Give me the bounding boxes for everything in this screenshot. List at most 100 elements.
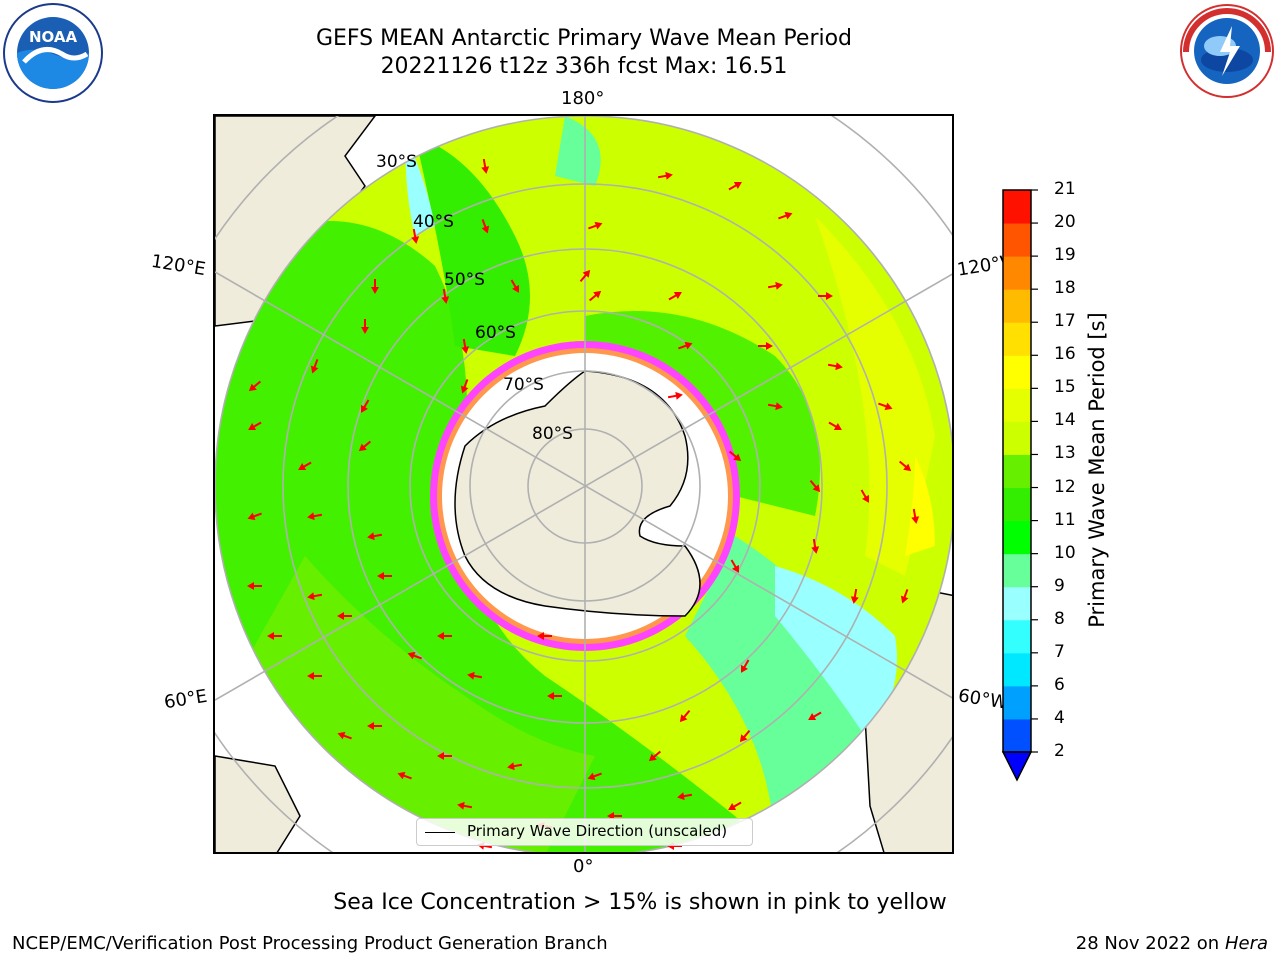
lon-label-top: 180° [561,88,605,109]
wave-direction-arrow [758,342,773,350]
wave-direction-arrow [510,279,519,293]
map-legend [416,818,753,846]
wave-direction-arrow [668,292,682,301]
colorbar-segment [1003,652,1031,687]
wave-direction-arrow [298,461,312,470]
colorbar-tick-label: 12 [1054,476,1076,497]
noaa-logo: NOAA [3,3,103,103]
wave-direction-arrow [481,219,490,234]
wave-direction-arrow [728,182,742,191]
footer-machine: Hera [1224,933,1268,954]
wave-direction-arrow [579,269,591,283]
colorbar-segment [1003,190,1031,224]
colorbar-segment [1003,454,1031,489]
colorbar-segment [1003,289,1031,323]
wave-direction-arrow [767,281,783,290]
wave-direction-arrow [367,532,383,541]
wave-direction-arrow [367,722,382,730]
wave-direction-arrow [537,632,552,640]
colorbar-tick-label: 20 [1054,212,1076,233]
legend-label: Primary Wave Direction (unscaled) [467,822,728,840]
wave-direction-arrow [778,211,793,220]
nws-logo [1180,4,1274,98]
colorbar-tick-label: 15 [1054,377,1076,398]
colorbar-segment [1003,520,1031,555]
colorbar-tick-label: 11 [1054,509,1076,530]
wave-direction-arrow [878,402,893,411]
colorbar-tick-label: 13 [1054,443,1076,464]
chart-title: GEFS MEAN Antarctic Primary Wave Mean Pe… [315,26,853,51]
wave-direction-arrow [827,362,843,371]
colorbar-segment [1003,553,1031,588]
colorbar-tick-label: 4 [1054,707,1065,728]
wave-direction-arrow [741,659,750,673]
wave-direction-arrow [677,792,693,801]
wave-direction-arrow [898,460,912,472]
wave-direction-arrow [437,752,452,760]
colorbar-segment [1003,322,1031,356]
wave-direction-arrow [679,709,691,723]
wave-direction-arrow [411,228,420,244]
wave-direction-arrow [911,508,920,524]
wave-direction-arrow [730,559,739,573]
colorbar-segment [1003,685,1031,720]
colorbar-tick-label: 2 [1054,741,1065,761]
lat-label-40s: 40°S [413,212,454,232]
wave-direction-arrow [588,221,603,230]
lat-label-70s: 70°S [503,375,544,395]
footer-producer: NCEP/EMC/Verification Post Processing Pr… [12,933,608,954]
lat-label-60s: 60°S [475,323,516,343]
colorbar-segment [1003,619,1031,654]
land-antarctica [454,370,701,617]
colorbar-tick-label: 17 [1054,311,1076,332]
chart-subtitle: 20221126 t12z 336h fcst Max: 16.51 [380,54,788,79]
wave-direction-arrow [481,158,490,174]
wave-direction-arrow [437,632,452,640]
longitude-grid [215,116,952,852]
colorbar-tick-label: 10 [1054,542,1076,563]
wave-direction-arrow [307,592,323,601]
wave-direction-arrow [441,288,450,304]
colorbar-tick-label: 21 [1054,179,1076,199]
wave-direction-arrow [361,399,370,413]
wave-direction-arrow [361,319,369,334]
wave-direction-arrow [267,632,282,640]
colorbar-segment [1003,718,1031,753]
wave-direction-arrow [247,512,262,521]
wave-direction-arrow [457,801,473,810]
wave-direction-arrow [828,421,842,430]
colorbar-tick-label: 7 [1054,641,1065,662]
wave-direction-arrow [460,379,469,394]
sea-ice-caption: Sea Ice Concentration > 15% is shown in … [333,890,947,915]
colorbar-tick-label: 14 [1054,410,1076,431]
wave-direction-arrow [728,450,742,462]
wave-direction-arrow [818,292,833,300]
wave-direction-arrow [467,671,483,680]
wave-direction-arrow [850,588,859,604]
lon-label-bottom: 0° [573,856,594,877]
wave-direction-arrow [248,421,262,430]
wave-direction-arrow [767,402,783,411]
colorbar-tick-label: 19 [1054,245,1076,266]
footer-date: 28 Nov 2022 on Hera [1076,933,1268,954]
colorbar-tick-label: 9 [1054,575,1065,596]
colorbar-segment [1003,586,1031,621]
wave-direction-arrow [547,692,562,700]
colorbar-segment [1003,256,1031,290]
wave-direction-arrow [337,731,352,740]
land-africa-left [215,755,301,852]
wave-direction-arrow [507,762,523,771]
wave-direction-arrow [808,711,822,720]
lon-label-upper-left: 120°E [149,250,208,281]
colorbar [1001,189,1038,782]
wave-direction-arrow [337,612,352,620]
legend-line-swatch [425,832,455,833]
wave-direction-arrow [678,341,693,350]
footer-date-text: 28 Nov 2022 on [1075,933,1220,954]
wave-direction-arrow [648,750,662,762]
wave-direction-arrow [657,171,673,180]
colorbar-tick-label: 8 [1054,608,1065,629]
wave-direction-arrow [860,489,869,503]
wave-direction-arrow [461,338,470,354]
wave-direction-arrow [407,651,422,660]
